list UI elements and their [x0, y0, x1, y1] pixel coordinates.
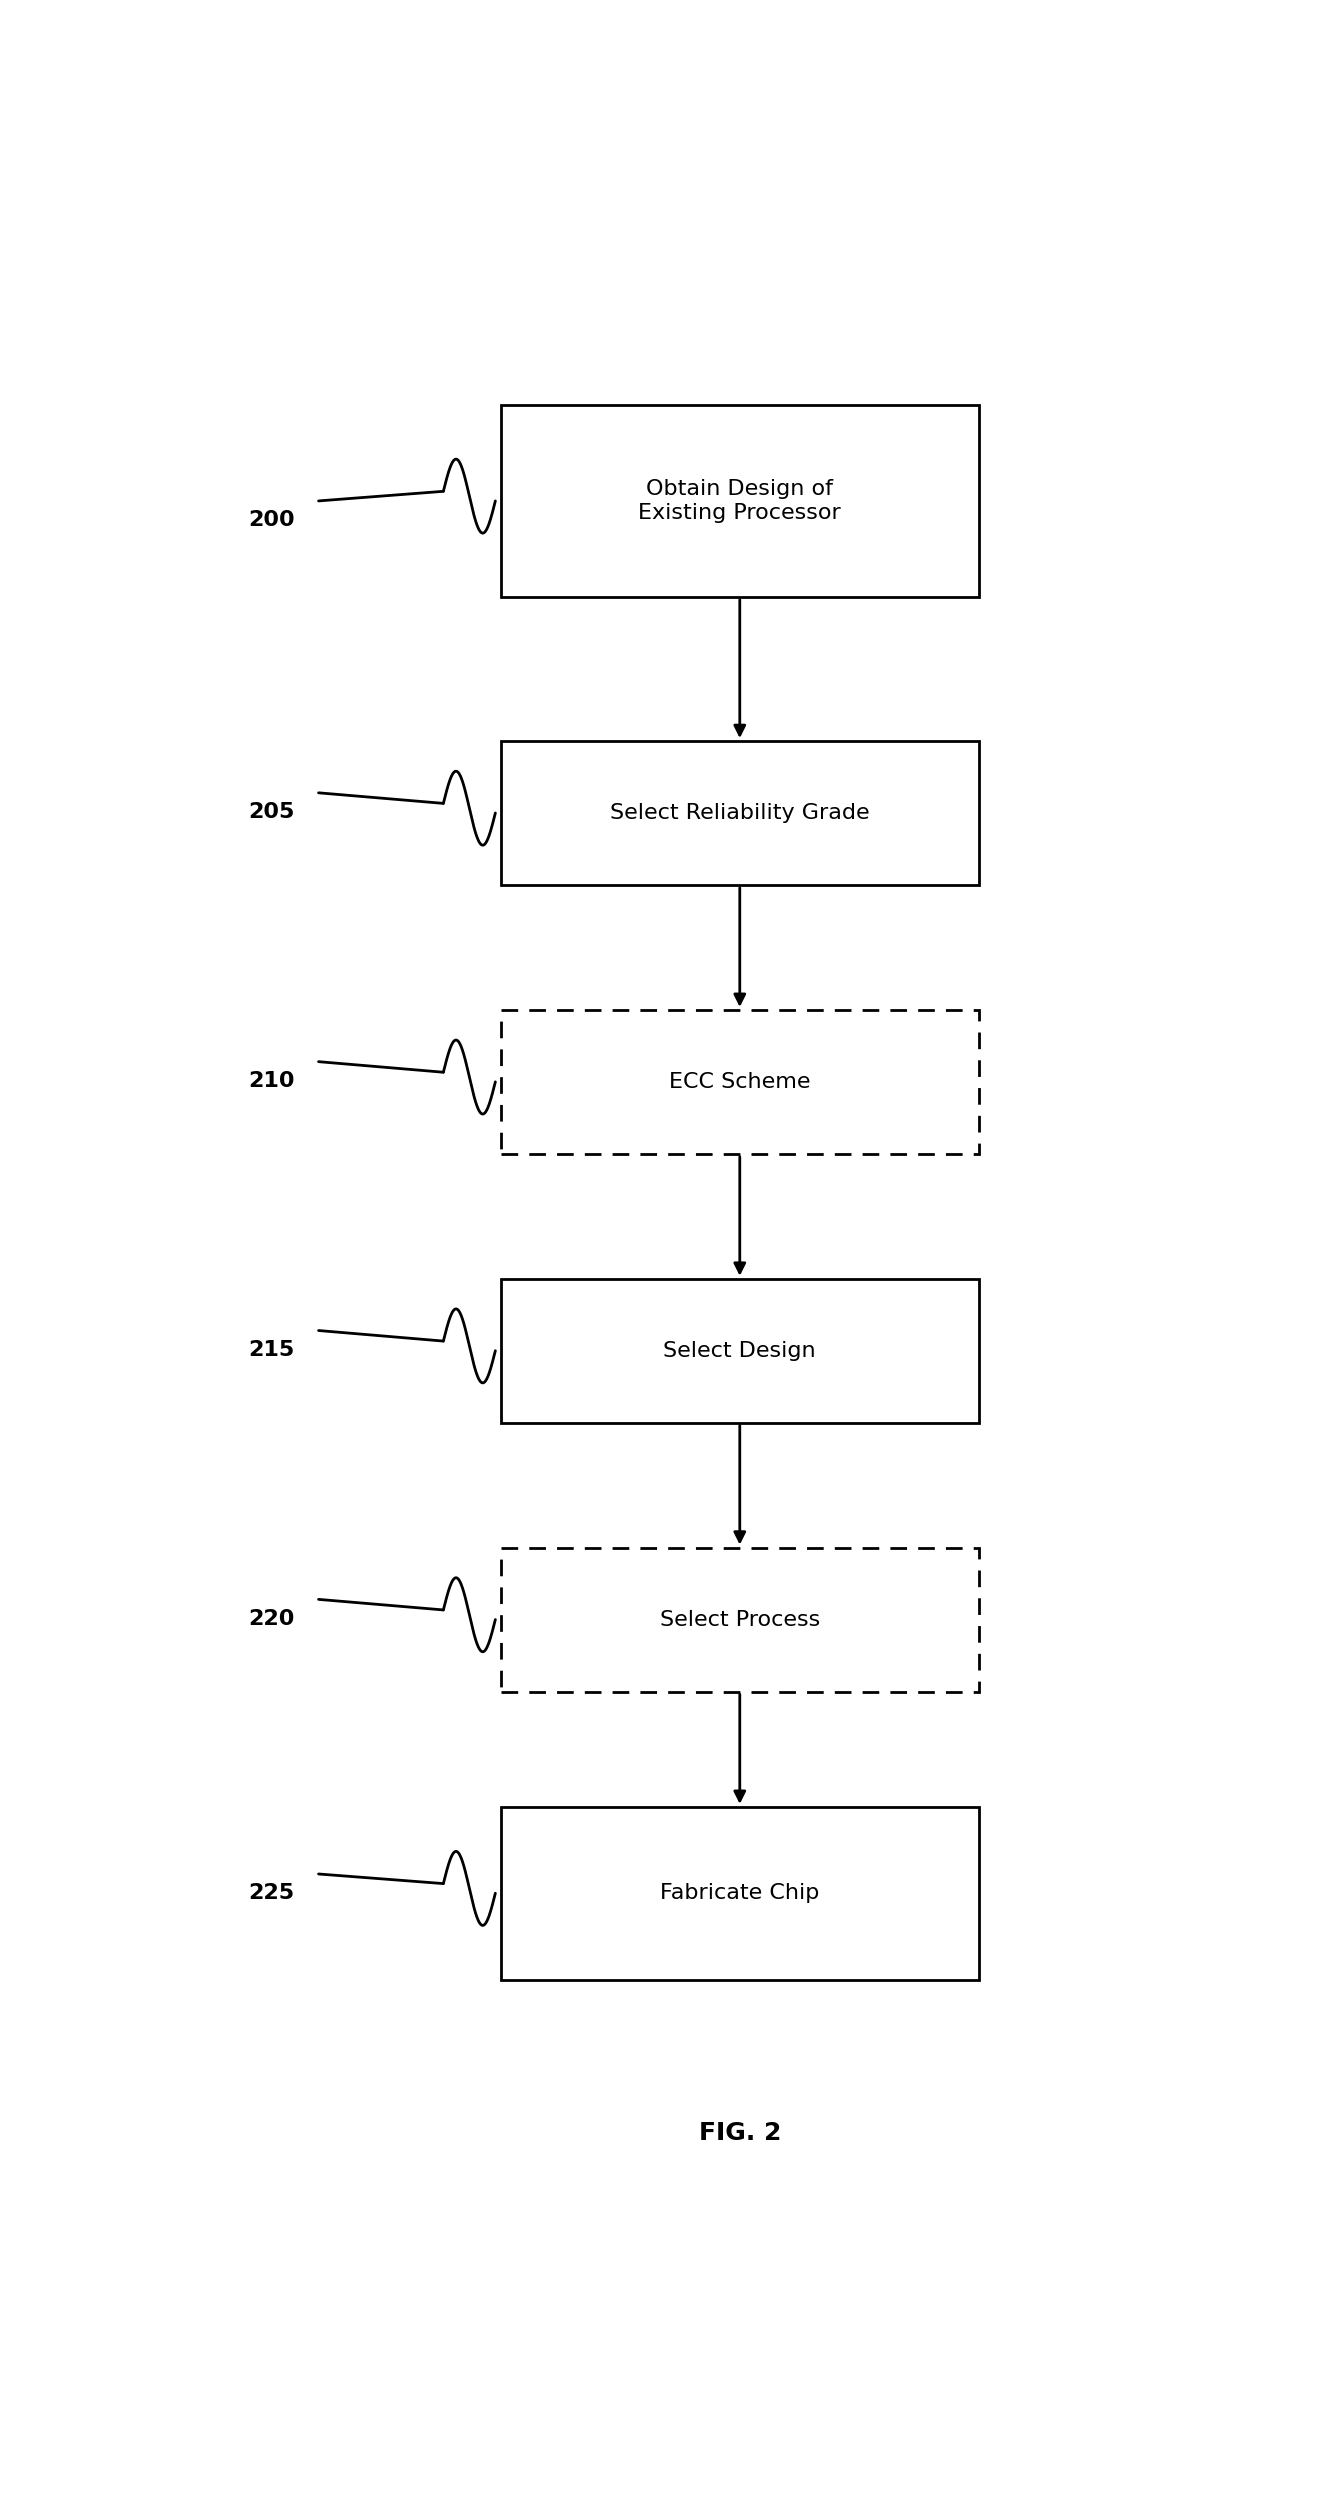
Text: ECC Scheme: ECC Scheme — [670, 1072, 811, 1092]
Text: FIG. 2: FIG. 2 — [699, 2122, 781, 2145]
Text: 210: 210 — [248, 1070, 295, 1090]
Text: 205: 205 — [248, 803, 295, 823]
Text: Select Design: Select Design — [663, 1342, 816, 1362]
FancyBboxPatch shape — [501, 1546, 980, 1691]
Text: Select Reliability Grade: Select Reliability Grade — [611, 803, 870, 823]
Text: 200: 200 — [248, 511, 295, 531]
Text: Obtain Design of
Existing Processor: Obtain Design of Existing Processor — [639, 479, 841, 524]
Text: Select Process: Select Process — [660, 1609, 820, 1629]
Text: Fabricate Chip: Fabricate Chip — [660, 1883, 820, 1903]
FancyBboxPatch shape — [501, 741, 980, 885]
Text: 225: 225 — [248, 1883, 295, 1903]
FancyBboxPatch shape — [501, 1279, 980, 1422]
Text: 220: 220 — [248, 1609, 295, 1629]
FancyBboxPatch shape — [501, 1806, 980, 1980]
Text: 215: 215 — [248, 1339, 295, 1359]
FancyBboxPatch shape — [501, 404, 980, 596]
FancyBboxPatch shape — [501, 1010, 980, 1155]
